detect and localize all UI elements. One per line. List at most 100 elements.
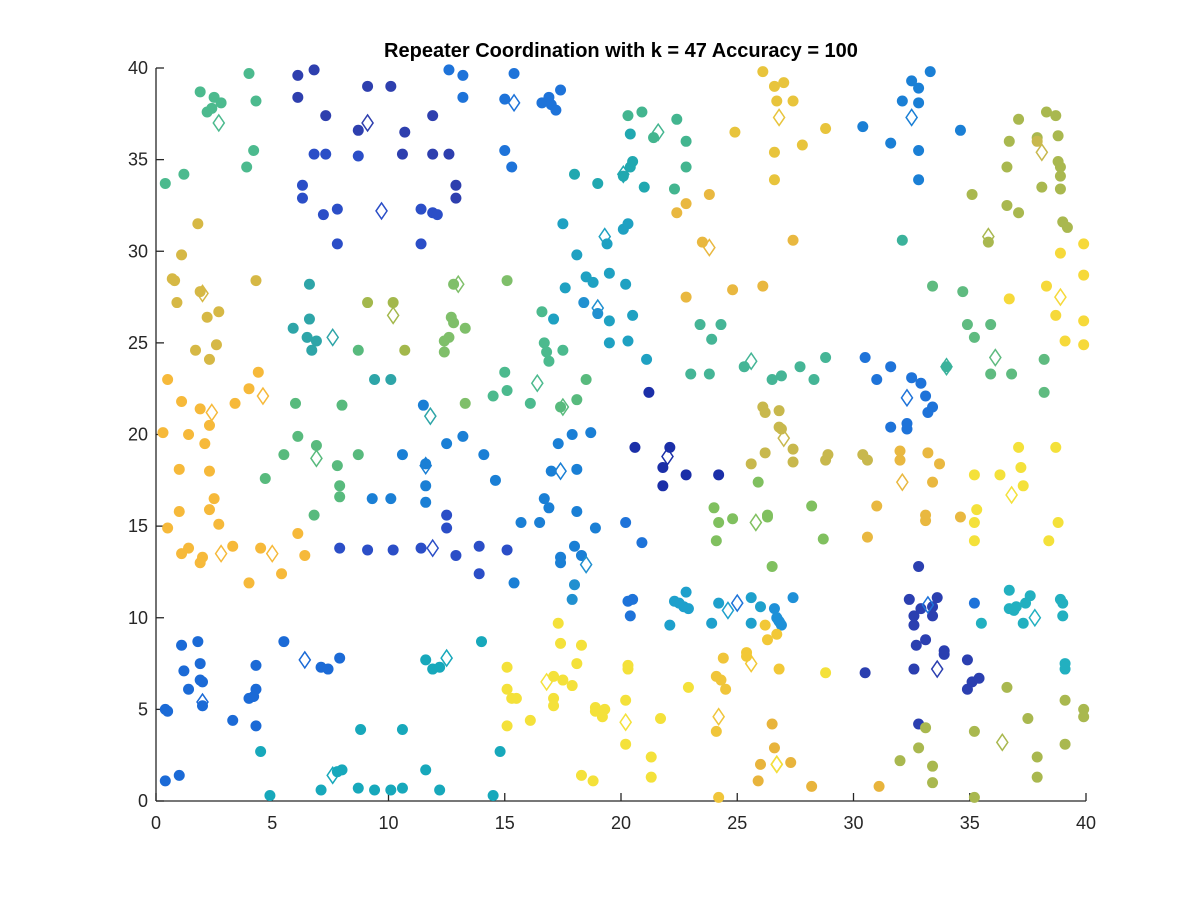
node-point bbox=[968, 725, 980, 737]
repeater-marker bbox=[1054, 287, 1067, 307]
node-point bbox=[415, 238, 427, 250]
node-point bbox=[259, 472, 271, 484]
node-point bbox=[968, 791, 980, 803]
y-tick-label: 20 bbox=[128, 425, 148, 445]
node-point bbox=[310, 335, 322, 347]
node-point bbox=[808, 374, 820, 386]
repeater-marker bbox=[940, 357, 953, 377]
node-point bbox=[443, 64, 455, 76]
node-point bbox=[1052, 130, 1064, 142]
node-point bbox=[927, 760, 939, 772]
node-point bbox=[569, 540, 580, 552]
scatter-markers bbox=[157, 64, 1090, 803]
node-point bbox=[575, 549, 587, 561]
node-point bbox=[1001, 199, 1013, 211]
node-point bbox=[494, 746, 506, 758]
node-point bbox=[768, 603, 780, 615]
node-point bbox=[541, 346, 553, 358]
repeater-marker bbox=[921, 595, 935, 615]
repeater-marker bbox=[530, 373, 544, 393]
node-point bbox=[385, 784, 397, 796]
node-point bbox=[457, 69, 469, 81]
node-point bbox=[192, 218, 204, 230]
node-point bbox=[927, 401, 939, 413]
node-point bbox=[913, 144, 925, 156]
node-point bbox=[1054, 183, 1066, 195]
node-point bbox=[727, 513, 739, 525]
node-point bbox=[243, 67, 255, 79]
node-point bbox=[362, 80, 374, 92]
node-point bbox=[396, 148, 408, 160]
node-point bbox=[1078, 339, 1090, 351]
repeater-marker bbox=[749, 513, 763, 532]
x-tick-label: 0 bbox=[151, 813, 161, 833]
repeater-marker bbox=[598, 227, 612, 246]
node-point bbox=[757, 280, 769, 292]
node-point bbox=[387, 297, 399, 309]
node-point bbox=[1031, 771, 1043, 783]
node-point bbox=[506, 161, 518, 173]
node-point bbox=[448, 317, 460, 329]
node-point bbox=[787, 456, 799, 468]
node-point bbox=[1050, 110, 1062, 122]
node-point bbox=[441, 522, 453, 534]
node-point bbox=[668, 183, 680, 195]
node-point bbox=[299, 549, 311, 561]
node-point bbox=[1013, 441, 1025, 453]
node-point bbox=[303, 278, 315, 290]
node-point bbox=[1078, 315, 1090, 327]
node-point bbox=[420, 480, 432, 492]
repeater-marker bbox=[375, 201, 388, 221]
node-point bbox=[171, 297, 183, 309]
node-point bbox=[443, 331, 455, 343]
chart-title: Repeater Coordination with k = 47 Accura… bbox=[384, 40, 858, 62]
node-point bbox=[620, 694, 632, 706]
node-point bbox=[680, 198, 692, 210]
node-point bbox=[599, 703, 611, 715]
y-tick-label: 25 bbox=[128, 333, 148, 353]
node-point bbox=[524, 397, 536, 409]
y-tick-label: 35 bbox=[128, 150, 148, 170]
node-point bbox=[820, 352, 832, 364]
node-point bbox=[885, 361, 897, 373]
node-point bbox=[555, 84, 567, 96]
node-point bbox=[162, 705, 174, 717]
node-point bbox=[438, 346, 450, 358]
node-point bbox=[1036, 181, 1048, 193]
repeater-marker bbox=[212, 113, 226, 133]
repeater-marker bbox=[772, 108, 786, 127]
node-point bbox=[1061, 221, 1073, 233]
node-point bbox=[183, 429, 195, 440]
node-point bbox=[473, 540, 485, 552]
node-point bbox=[994, 469, 1006, 481]
node-point bbox=[250, 659, 262, 671]
node-point bbox=[459, 397, 471, 409]
node-point bbox=[806, 780, 818, 792]
repeater-marker bbox=[616, 164, 630, 184]
node-point bbox=[778, 77, 790, 89]
node-point bbox=[620, 738, 632, 750]
node-point bbox=[227, 714, 239, 726]
node-point bbox=[755, 758, 766, 770]
node-point bbox=[787, 592, 799, 604]
node-point bbox=[1054, 161, 1066, 173]
node-point bbox=[571, 505, 583, 517]
node-point bbox=[603, 337, 615, 349]
node-point bbox=[366, 493, 378, 505]
node-point bbox=[203, 353, 215, 365]
node-point bbox=[315, 784, 327, 796]
repeater-marker bbox=[310, 448, 323, 468]
node-point bbox=[773, 405, 785, 417]
node-point bbox=[369, 784, 381, 796]
node-point bbox=[901, 423, 913, 435]
node-point bbox=[571, 249, 583, 261]
node-point bbox=[278, 636, 290, 648]
node-point bbox=[457, 430, 469, 442]
node-point bbox=[906, 372, 918, 384]
node-point bbox=[752, 775, 764, 787]
node-point bbox=[197, 676, 208, 688]
node-point bbox=[203, 419, 215, 431]
node-point bbox=[985, 368, 997, 380]
node-point bbox=[197, 551, 208, 563]
x-tick-label: 35 bbox=[960, 813, 980, 833]
